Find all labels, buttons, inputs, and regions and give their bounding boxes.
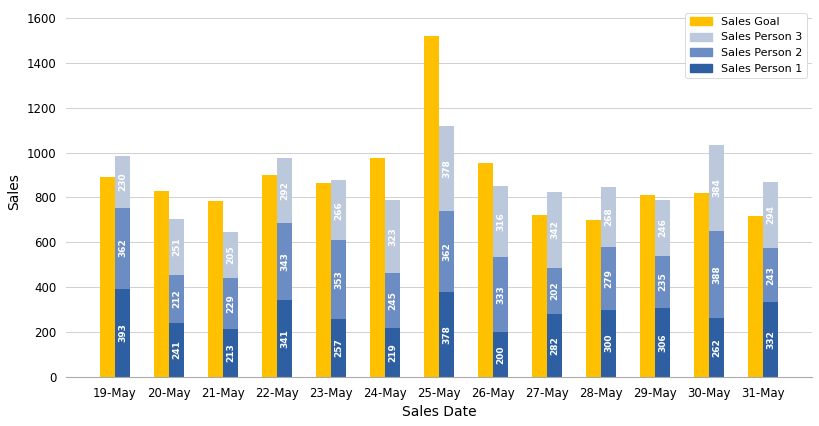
Y-axis label: Sales: Sales [7,173,21,210]
Bar [532,215,547,377]
Bar [370,158,385,377]
Text: 388: 388 [712,265,721,284]
Bar [385,200,400,273]
Text: 341: 341 [280,329,289,348]
Bar [316,183,331,377]
Bar [385,328,400,377]
X-axis label: Sales Date: Sales Date [401,405,477,419]
Text: 230: 230 [118,173,127,191]
Text: 279: 279 [604,269,613,288]
Bar [208,201,223,377]
Bar [439,292,454,377]
Bar [709,231,724,318]
Text: 202: 202 [550,282,559,300]
Bar [331,181,346,240]
Bar [223,329,238,377]
Bar [709,318,724,377]
Text: 282: 282 [550,336,559,354]
Bar [439,211,454,292]
Text: 212: 212 [172,290,181,308]
Bar [169,219,184,275]
Bar [655,256,670,308]
Bar [223,232,238,278]
Text: 246: 246 [658,219,667,237]
Text: 362: 362 [118,239,127,257]
Text: 332: 332 [766,330,775,349]
Bar [547,268,562,314]
Bar [100,177,115,377]
Text: 243: 243 [766,266,775,285]
Text: 333: 333 [496,285,505,304]
Bar [115,289,130,377]
Bar [385,273,400,328]
Bar [478,163,493,377]
Bar [331,240,346,319]
Text: 378: 378 [442,159,451,178]
Bar [547,314,562,377]
Bar [277,300,292,377]
Text: 300: 300 [604,334,613,352]
Text: 353: 353 [334,270,343,289]
Bar [424,36,439,377]
Bar [115,156,130,207]
Bar [262,175,277,377]
Bar [763,302,778,377]
Text: 200: 200 [496,345,505,364]
Text: 343: 343 [280,253,289,271]
Bar [694,193,709,377]
Bar [493,187,508,257]
Bar [169,323,184,377]
Bar [586,220,601,377]
Bar [169,275,184,323]
Bar [655,308,670,377]
Text: 306: 306 [658,333,667,352]
Bar [439,126,454,211]
Text: 251: 251 [172,238,181,256]
Text: 378: 378 [442,325,451,344]
Bar [493,332,508,377]
Legend: Sales Goal, Sales Person 3, Sales Person 2, Sales Person 1: Sales Goal, Sales Person 3, Sales Person… [686,12,807,78]
Text: 213: 213 [226,343,235,362]
Bar [277,158,292,224]
Text: 342: 342 [550,221,559,239]
Bar [748,216,763,377]
Text: 219: 219 [388,343,397,362]
Text: 205: 205 [226,245,235,264]
Text: 229: 229 [226,294,235,313]
Text: 323: 323 [388,227,397,246]
Bar [547,192,562,268]
Bar [331,319,346,377]
Bar [601,247,616,310]
Text: 262: 262 [712,338,721,357]
Bar [763,182,778,248]
Bar [601,187,616,247]
Bar [115,207,130,289]
Text: 384: 384 [712,178,721,198]
Bar [601,310,616,377]
Text: 294: 294 [766,205,775,225]
Text: 292: 292 [280,181,289,200]
Text: 257: 257 [334,339,343,357]
Text: 241: 241 [172,340,181,359]
Bar [223,278,238,329]
Text: 393: 393 [118,323,127,342]
Text: 235: 235 [658,273,667,291]
Text: 266: 266 [334,201,343,220]
Text: 245: 245 [388,291,397,310]
Bar [640,195,655,377]
Text: 316: 316 [496,213,505,231]
Text: 268: 268 [604,207,613,226]
Text: 362: 362 [442,242,451,261]
Bar [154,190,169,377]
Bar [709,145,724,231]
Bar [493,257,508,332]
Bar [277,224,292,300]
Bar [763,248,778,302]
Bar [655,200,670,256]
